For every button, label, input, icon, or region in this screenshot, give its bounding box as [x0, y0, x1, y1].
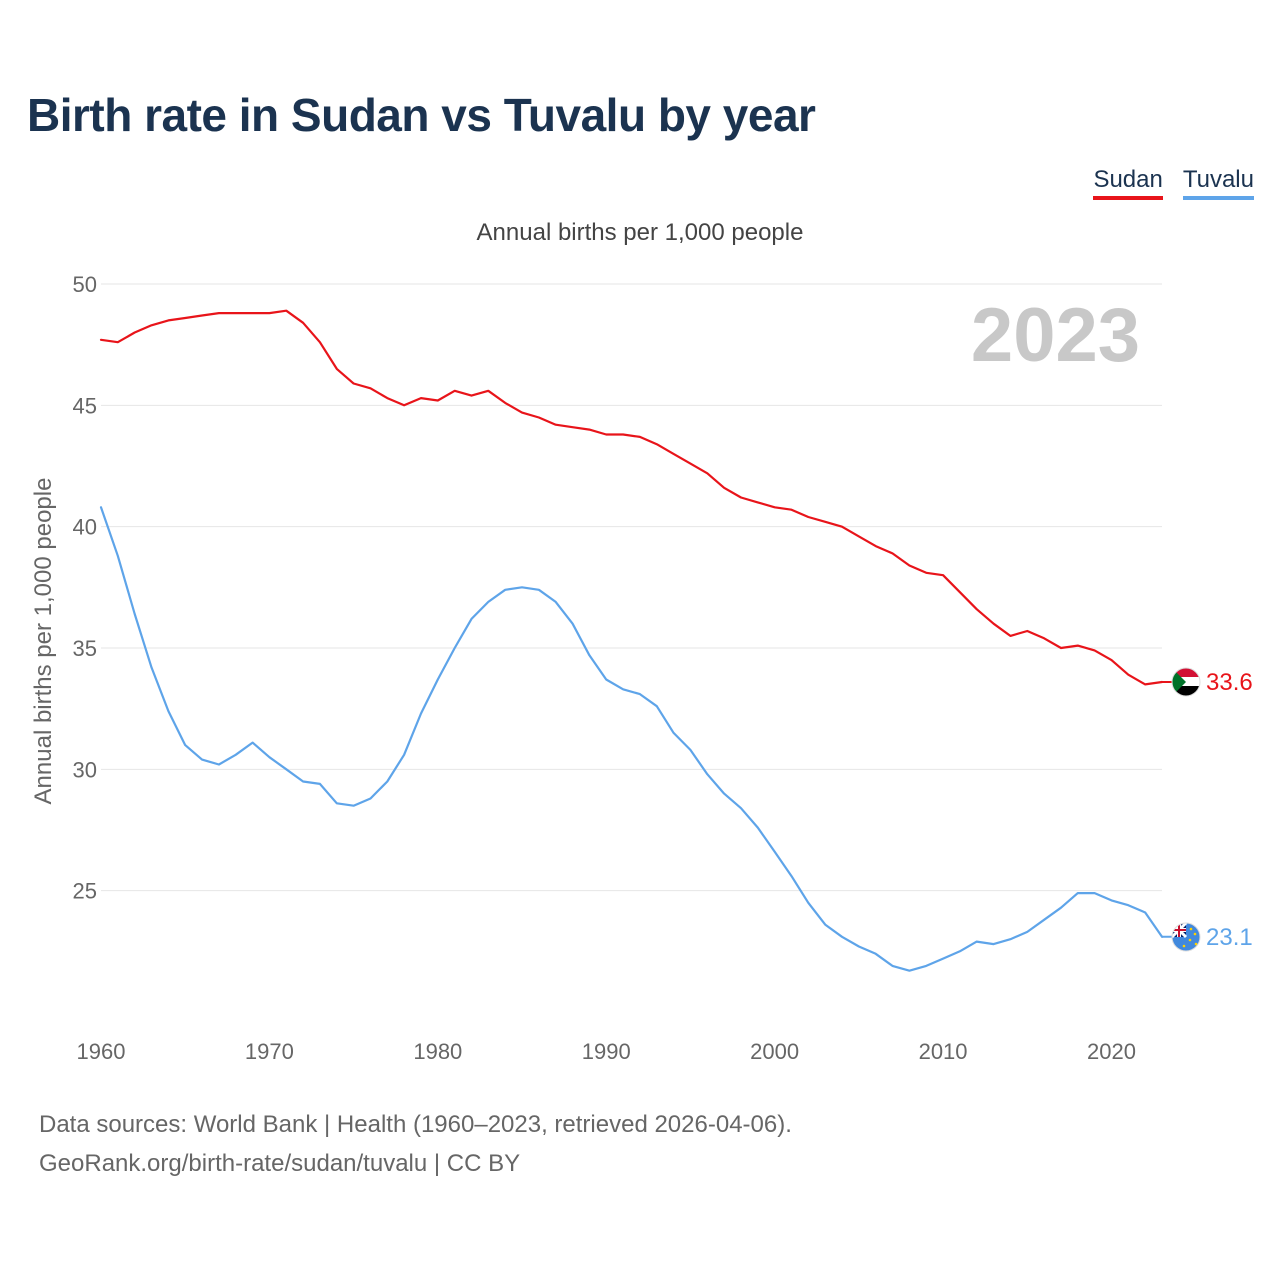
chart-subtitle: Annual births per 1,000 people [477, 219, 804, 246]
y-tick-label: 25 [73, 879, 97, 904]
y-tick-label: 45 [73, 393, 97, 418]
x-tick-label: 1990 [582, 1039, 631, 1064]
y-tick-label: 35 [73, 636, 97, 661]
legend-item-sudan[interactable]: Sudan [1093, 166, 1163, 200]
end-value-label-sudan: 33.6 [1206, 669, 1253, 696]
y-tick-label: 30 [73, 757, 97, 782]
y-axis-ticks: 25 30 35 40 45 50 [73, 272, 97, 904]
x-tick-label: 1960 [77, 1039, 126, 1064]
grid [101, 283, 1162, 892]
x-tick-label: 1980 [413, 1039, 462, 1064]
series-line-tuvalu[interactable] [99, 506, 1164, 972]
x-tick-label: 2000 [750, 1039, 799, 1064]
legend: Sudan Tuvalu [1093, 166, 1254, 200]
x-tick-label: 2010 [919, 1039, 968, 1064]
x-tick-label: 1970 [245, 1039, 294, 1064]
line-chart: Annual births per 1,000 people Annual bi… [30, 219, 1253, 1064]
end-value-label-tuvalu: 23.1 [1206, 924, 1253, 951]
footer: Data sources: World Bank | Health (1960–… [39, 1105, 792, 1183]
footer-source: Data sources: World Bank | Health (1960–… [39, 1111, 792, 1138]
x-tick-label: 2020 [1087, 1039, 1136, 1064]
y-tick-label: 50 [73, 272, 97, 297]
y-tick-label: 40 [73, 515, 97, 540]
footer-link[interactable]: GeoRank.org/birth-rate/sudan/tuvalu | CC… [39, 1150, 521, 1177]
series: 33.6 23.1 [99, 309, 1253, 972]
chart-title: Birth rate in Sudan vs Tuvalu by year [27, 89, 816, 141]
year-watermark: 2023 [971, 293, 1140, 378]
legend-item-tuvalu[interactable]: Tuvalu [1182, 166, 1254, 200]
series-line-sudan[interactable] [99, 309, 1164, 686]
x-axis-ticks: 1960 1970 1980 1990 2000 2010 2020 [77, 1039, 1136, 1064]
y-axis-label: Annual births per 1,000 people [30, 478, 57, 805]
sudan-flag-icon [1172, 668, 1200, 696]
